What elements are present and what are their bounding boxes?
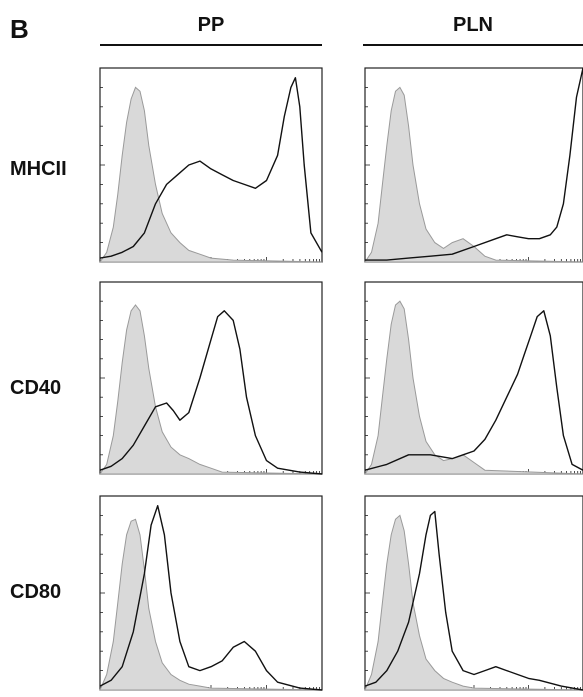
stained-histogram-cd40-pln [364, 310, 583, 471]
isotype-histogram-cd80-pln [364, 514, 583, 691]
row-label-cd80: CD80 [10, 581, 62, 603]
row-label-cd40: CD40 [10, 377, 62, 399]
row-label-mhcii: MHCII [10, 158, 67, 180]
column-header-pp: PP [197, 14, 225, 36]
histogram-cd80-pln [364, 495, 583, 691]
stained-histogram-mhcii-pln [365, 67, 583, 261]
histogram-cd80-pp [99, 495, 323, 691]
histogram-cd40-pp [99, 281, 323, 475]
column-header-pln: PLN [453, 14, 493, 36]
panel-letter: B [10, 14, 29, 44]
column-rule-pp [100, 44, 322, 46]
stained-histogram-mhcii-pp [99, 76, 323, 259]
isotype-histogram-cd40-pp [99, 304, 323, 475]
isotype-histogram-mhcii-pp [99, 86, 323, 263]
histogram-mhcii-pln [364, 67, 583, 263]
isotype-histogram-cd40-pln [364, 300, 583, 475]
histogram-cd40-pln [364, 281, 583, 475]
isotype-histogram-cd80-pp [99, 518, 323, 691]
histogram-mhcii-pp [99, 67, 323, 263]
column-rule-pln [363, 44, 583, 46]
stained-histogram-cd80-pp [99, 505, 323, 691]
isotype-histogram-mhcii-pln [364, 86, 583, 263]
stained-histogram-cd80-pln [364, 510, 583, 691]
stained-histogram-cd40-pp [99, 310, 323, 475]
